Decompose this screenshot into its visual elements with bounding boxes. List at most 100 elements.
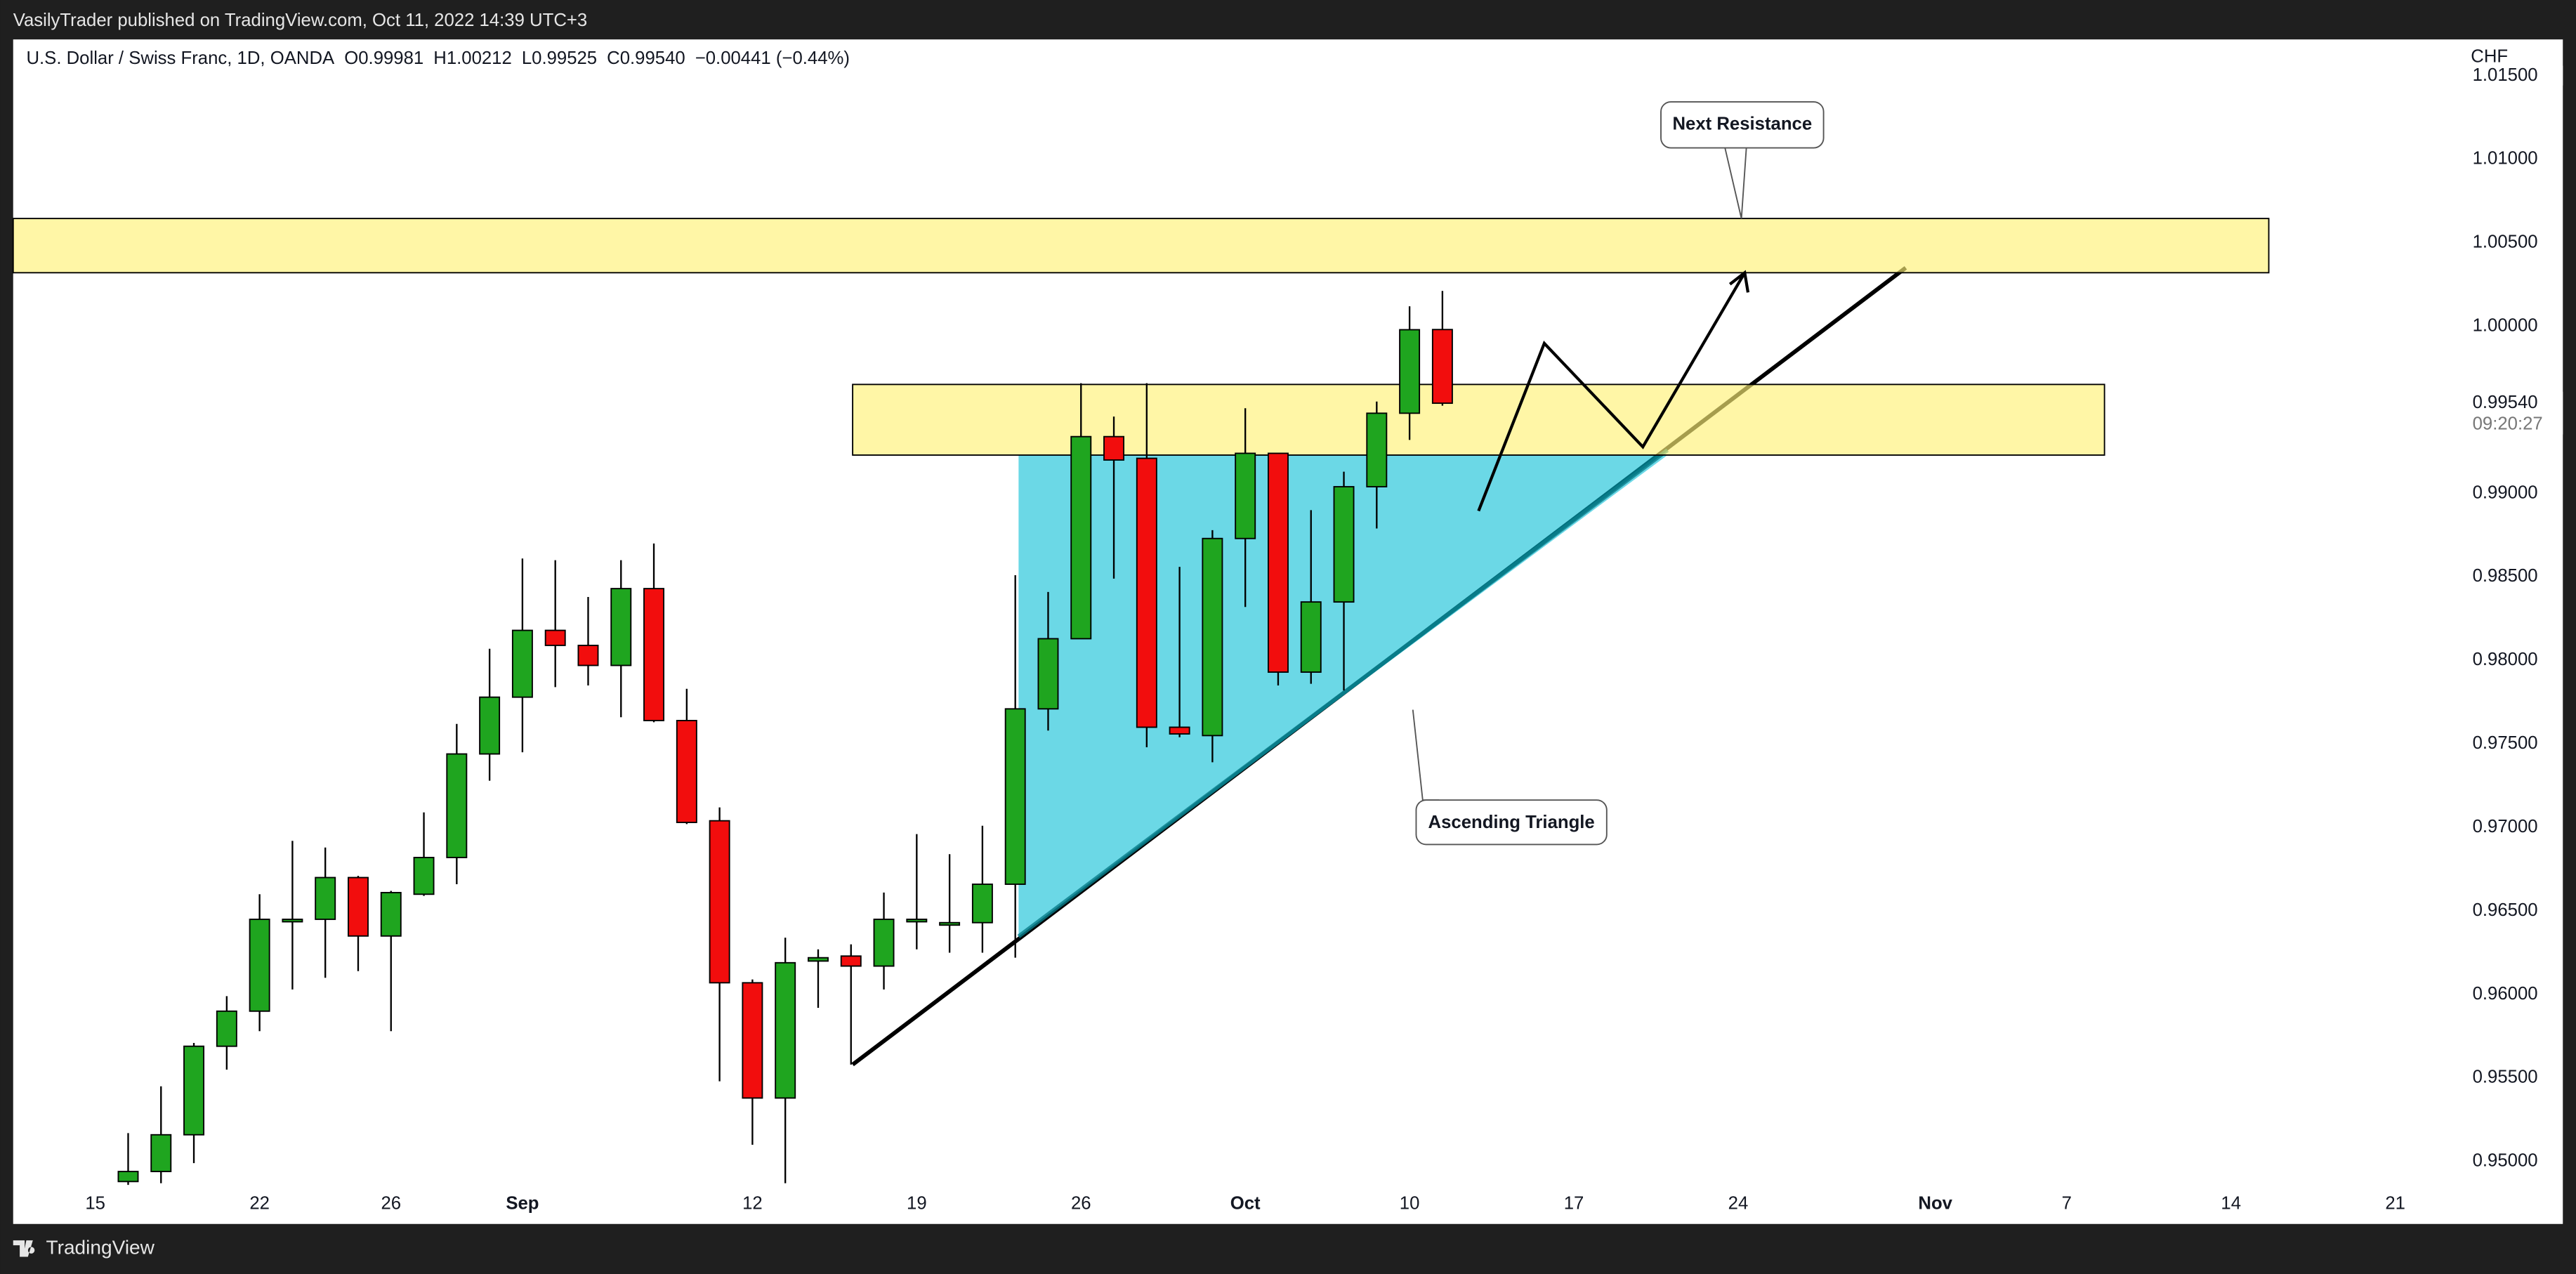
callout-box xyxy=(1660,101,1825,149)
last-price-cover xyxy=(2461,391,2563,435)
candle-body xyxy=(117,1171,139,1183)
y-tick-label: 0.98000 xyxy=(2473,650,2538,669)
candle-body xyxy=(446,753,468,858)
axis-cover xyxy=(2461,65,2563,86)
x-tick-label: Sep xyxy=(506,1193,539,1213)
y-tick-label: 0.95000 xyxy=(2473,1151,2538,1171)
legend-key: H xyxy=(433,48,447,68)
legend: U.S. Dollar / Swiss Franc, 1D, OANDA O0.9… xyxy=(26,48,850,68)
triangle-edge xyxy=(1017,448,1669,938)
candle-body xyxy=(511,629,533,698)
candle-body xyxy=(873,919,895,967)
candle-body xyxy=(1169,726,1190,735)
x-tick-label: 15 xyxy=(85,1193,105,1213)
candle-body xyxy=(544,629,566,646)
y-tick-label: 0.99000 xyxy=(2473,482,2538,502)
x-tick-label: 14 xyxy=(2221,1193,2241,1213)
y-tick-label: 0.96500 xyxy=(2473,900,2538,920)
candle-body xyxy=(971,884,993,924)
y-tick-label: 0.97000 xyxy=(2473,817,2538,836)
candle-body xyxy=(906,919,928,923)
candle-body xyxy=(282,919,303,923)
candle-body xyxy=(939,921,961,926)
publisher: VasilyTrader published on TradingView.co… xyxy=(13,11,588,30)
currency: CHF xyxy=(2471,47,2508,67)
y-tick-label: 0.96000 xyxy=(2473,984,2538,1004)
candle-body xyxy=(1136,457,1157,728)
legend-key: O xyxy=(344,48,358,68)
annotation: Ascending Triangle xyxy=(1428,813,1595,832)
candle-body xyxy=(479,696,501,755)
candle-body xyxy=(709,820,730,984)
candle-body xyxy=(413,857,435,895)
legend-key: C xyxy=(607,48,620,68)
candle-body xyxy=(150,1134,172,1173)
candle-body xyxy=(610,588,632,666)
x-tick-label: 26 xyxy=(1071,1193,1091,1213)
y-tick-label: 0.97500 xyxy=(2473,733,2538,753)
legend-key: L xyxy=(522,48,532,68)
y-tick-label: 1.01500 xyxy=(2473,65,2538,85)
legend-value: 0.99981 xyxy=(358,48,423,68)
candle-body xyxy=(775,961,796,1099)
candle-body xyxy=(1202,537,1223,737)
x-tick-label: 26 xyxy=(381,1193,401,1213)
candles xyxy=(117,291,1453,1186)
x-tick-label: 21 xyxy=(2385,1193,2405,1213)
callout-box xyxy=(1415,799,1608,846)
legend-change: −0.00441 (−0.44%) xyxy=(695,48,850,68)
callout-pointer xyxy=(1724,147,1747,219)
x-tick-label: Nov xyxy=(1918,1193,1952,1213)
x-tick-label: Oct xyxy=(1230,1193,1261,1213)
legend-value: 0.99525 xyxy=(532,48,597,68)
projection-arrow xyxy=(1477,272,1747,512)
candle-body xyxy=(742,982,763,1099)
y-tick-label: 1.00500 xyxy=(2473,232,2538,252)
last-price: 0.99540 xyxy=(2473,393,2538,412)
candle-body xyxy=(1300,601,1322,673)
candle-body xyxy=(1431,329,1453,405)
arrow-head xyxy=(1728,270,1750,293)
x-tick-label: 10 xyxy=(1400,1193,1420,1213)
candle-body xyxy=(1333,486,1355,603)
candle-body xyxy=(1267,452,1289,673)
x-tick-label: 22 xyxy=(249,1193,270,1213)
resistance-zone xyxy=(12,218,2270,274)
candle-body xyxy=(1366,412,1388,487)
candle-body xyxy=(840,955,862,967)
x-tick-label: 12 xyxy=(742,1193,763,1213)
candle-body xyxy=(216,1010,237,1047)
candle-body xyxy=(1235,452,1256,539)
candle-body xyxy=(249,919,270,1012)
y-tick-label: 0.98500 xyxy=(2473,566,2538,586)
drawings: Next Resistance Ascending Triangle xyxy=(12,101,2270,1067)
y-tick-label: 1.01000 xyxy=(2473,149,2538,169)
candle-body xyxy=(676,720,697,823)
x-tick-label: 24 xyxy=(1728,1193,1749,1213)
countdown: 09:20:27 xyxy=(2473,414,2543,433)
legend-value: 1.00212 xyxy=(447,48,512,68)
candle-body xyxy=(1070,435,1092,640)
candle-body xyxy=(183,1045,205,1136)
candle-body xyxy=(643,588,665,721)
candle-body xyxy=(1103,435,1125,461)
candle-body xyxy=(1037,638,1059,710)
candle-body xyxy=(315,876,336,920)
candle-body xyxy=(1004,708,1026,885)
support-zone xyxy=(852,383,2105,456)
candle-body xyxy=(577,645,599,666)
legend-value: 0.99540 xyxy=(620,48,685,68)
candle-body xyxy=(348,876,369,937)
annotation: Next Resistance xyxy=(1672,114,1812,134)
x-tick-label: 19 xyxy=(907,1193,927,1213)
y-tick-label: 0.95500 xyxy=(2473,1068,2538,1087)
candle-body xyxy=(1399,329,1421,414)
x-tick-label: 7 xyxy=(2062,1193,2072,1213)
candle-body xyxy=(808,957,829,962)
candle-body xyxy=(380,891,402,937)
symbol: U.S. Dollar / Swiss Franc, 1D, OANDA xyxy=(26,48,335,68)
x-tick-label: 17 xyxy=(1564,1193,1584,1213)
y-tick-label: 1.00000 xyxy=(2473,316,2538,336)
